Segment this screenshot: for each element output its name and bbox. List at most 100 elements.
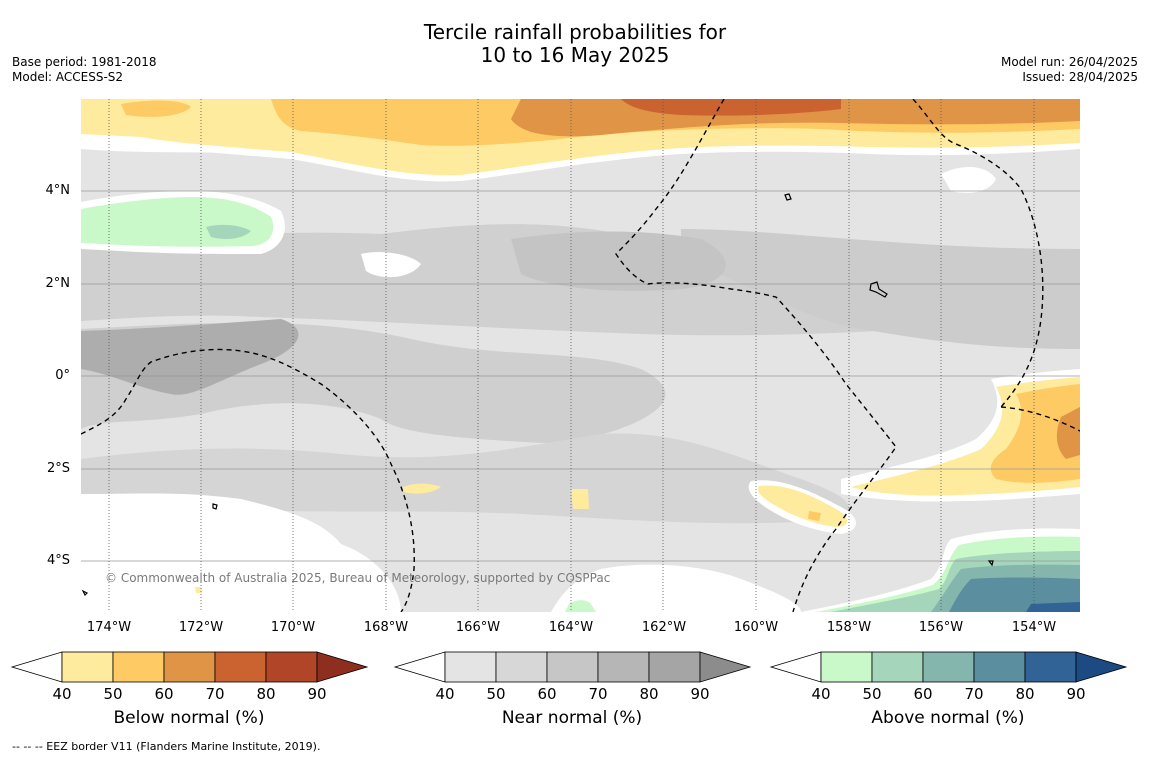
below-normal-southeast	[195, 369, 1080, 593]
lon-tick-label: 166°W	[455, 620, 501, 635]
map-layers	[81, 99, 1080, 612]
colorbar-near-swatch	[648, 651, 701, 683]
colorbar-near-swatch	[495, 651, 548, 683]
colorbar-tick-label: 90	[1066, 685, 1086, 703]
colorbar-above-label: Above normal (%)	[871, 708, 1025, 728]
lat-tick-label: 4°S	[46, 553, 70, 568]
near-60-band-south	[81, 433, 849, 524]
lat-tick-label: 2°S	[46, 461, 70, 476]
colorbar-below-ticks: 40 50 60 70 80 90	[11, 683, 371, 703]
colorbar-near-label: Near normal (%)	[501, 708, 643, 728]
below-40-small-tiny	[195, 587, 202, 593]
below-50-north-west	[121, 100, 191, 117]
meta-right: Model run: 26/04/2025 Issued: 28/04/2025	[1001, 55, 1138, 85]
colorbar-above-swatch	[871, 651, 924, 683]
colorbar-below-swatch	[265, 651, 318, 683]
lon-tick-label: 154°W	[1011, 620, 1057, 635]
colorbar-tick-label: 50	[486, 685, 506, 703]
island-kiritimati	[869, 281, 888, 298]
below-70-north	[621, 99, 841, 116]
below-40-small-west	[403, 483, 441, 494]
latitude-gridlines	[81, 190, 1080, 562]
colorbar-tick-label: 60	[913, 685, 933, 703]
colorbar-tick-label: 70	[588, 685, 608, 703]
below-60-southeast	[1056, 407, 1080, 459]
island-outlines	[81, 193, 994, 597]
colorbar-tick-label: 90	[307, 685, 327, 703]
lon-tick-label: 172°W	[178, 620, 224, 635]
colorbar-above-swatch	[820, 651, 873, 683]
colorbar-near-swatches	[394, 651, 752, 683]
white-patch-south-east	[551, 564, 801, 612]
below-50-south-mid	[808, 511, 821, 521]
white-patch-southwest	[81, 493, 401, 612]
model-run-text: Model run: 26/04/2025	[1000, 55, 1138, 69]
white-patch-mid	[361, 252, 421, 278]
below-40-small-mid	[571, 489, 589, 509]
eez-border-line-islands-north	[615, 99, 897, 612]
model-text: Model: ACCESS-S2	[12, 70, 124, 84]
colorbar-below-label: Below normal (%)	[113, 708, 265, 728]
colorbar-tick-label: 70	[964, 685, 984, 703]
colorbar-near-swatch	[444, 651, 497, 683]
lon-tick-label: 158°W	[826, 620, 872, 635]
colorbar-tick-label: 60	[154, 685, 174, 703]
eez-border-line-islands-east	[912, 99, 1044, 408]
colorbar-below-swatch	[61, 651, 114, 683]
colorbar-below-swatch	[112, 651, 165, 683]
colorbar-tick-label: 80	[1015, 685, 1035, 703]
lat-tick-label: 2°N	[45, 276, 71, 291]
above-80-southeast	[1026, 602, 1080, 612]
colorbar-tick-label: 90	[690, 685, 710, 703]
near-normal-shading	[81, 224, 1080, 524]
lon-tick-label: 168°W	[363, 620, 409, 635]
colorbar-below-swatch	[214, 651, 267, 683]
white-patch-northeast	[941, 167, 996, 193]
colorbar-above-normal: 40 50 60 70 80 90	[770, 651, 1130, 703]
below-40-south-mid	[757, 485, 848, 527]
colorbar-tick-label: 80	[256, 685, 276, 703]
near-60-band-east	[681, 229, 1080, 349]
eez-border-legend: -- -- -- EEZ border V11 (Flanders Marine…	[12, 740, 321, 753]
lon-tick-label: 164°W	[548, 620, 594, 635]
colorbar-above-max-triangle	[1075, 651, 1128, 683]
colorbar-above-swatch	[922, 651, 975, 683]
colorbar-above-min-triangle	[770, 651, 822, 683]
lat-tick-label: 0°	[55, 368, 70, 383]
colorbar-tick-label: 40	[435, 685, 455, 703]
lon-tick-label: 174°W	[86, 620, 132, 635]
eez-border-kiribati-phoenix	[81, 348, 415, 612]
lon-tick-label: 160°W	[733, 620, 779, 635]
lon-tick-label: 156°W	[918, 620, 964, 635]
colorbar-above-swatches	[770, 651, 1128, 683]
colorbar-tick-label: 80	[639, 685, 659, 703]
colorbar-above-swatch	[973, 651, 1026, 683]
island-far-west	[81, 589, 89, 597]
island-tabuaeran	[784, 193, 792, 201]
colorbar-tick-label: 60	[537, 685, 557, 703]
colorbar-below-normal: 40 50 60 70 80 90	[11, 651, 371, 703]
probability-map: © Commonwealth of Australia 2025, Bureau…	[81, 99, 1080, 612]
colorbar-below-max-triangle	[316, 651, 369, 683]
colorbar-above-ticks: 40 50 60 70 80 90	[770, 683, 1130, 703]
above-40-small-south	[565, 600, 596, 612]
colorbar-below-min-triangle	[11, 651, 63, 683]
colorbar-near-max-triangle	[699, 651, 752, 683]
above-40-west	[81, 197, 274, 247]
issued-text: Issued: 28/04/2025	[1022, 70, 1138, 84]
meta-left: Base period: 1981-2018 Model: ACCESS-S2	[12, 55, 157, 85]
colorbar-tick-label: 50	[103, 685, 123, 703]
below-50-southeast	[990, 384, 1080, 483]
lon-tick-label: 170°W	[270, 620, 316, 635]
above-50-west	[206, 224, 251, 239]
colorbar-near-normal: 40 50 60 70 80 90	[394, 651, 754, 703]
map-title-line-1: Tercile rainfall probabilities for	[423, 20, 727, 44]
map-title-line-2: 10 to 16 May 2025	[480, 43, 670, 67]
colorbar-near-swatch	[597, 651, 650, 683]
copyright-notice: © Commonwealth of Australia 2025, Bureau…	[105, 571, 611, 585]
near-60-patch	[511, 231, 726, 291]
colorbar-above-swatch	[1024, 651, 1077, 683]
island-small-west	[212, 503, 218, 510]
colorbar-near-min-triangle	[394, 651, 446, 683]
lon-tick-label: 162°W	[641, 620, 687, 635]
